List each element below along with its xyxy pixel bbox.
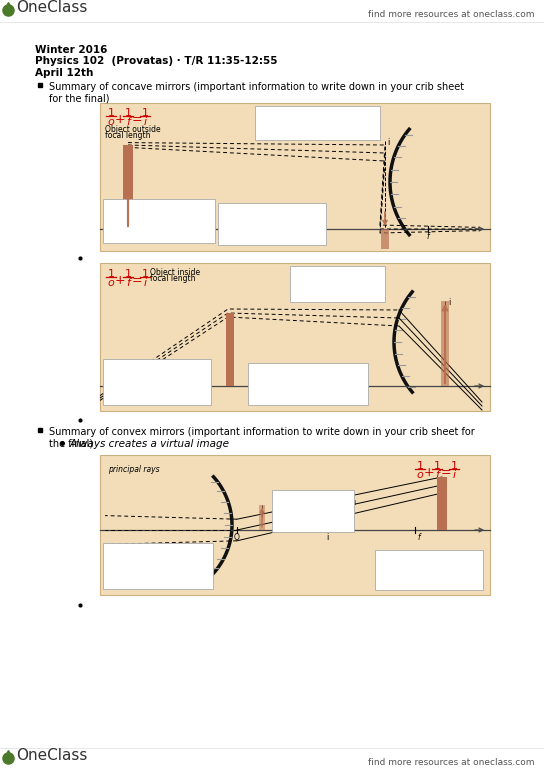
Text: find more resources at oneclass.com: find more resources at oneclass.com bbox=[368, 758, 534, 767]
Text: 1: 1 bbox=[125, 108, 132, 118]
Text: f is positive for a
converging mirror,
being in the direction
of light travel: f is positive for a converging mirror, b… bbox=[221, 206, 296, 233]
Text: i: i bbox=[453, 470, 455, 480]
Bar bbox=[100, 103, 490, 251]
Text: o: o bbox=[108, 278, 114, 288]
Text: i: i bbox=[326, 533, 329, 542]
Text: f  is negative for
   a diverging
   mirror.: f is negative for a diverging mirror. bbox=[378, 553, 435, 573]
Text: find more resources at oneclass.com: find more resources at oneclass.com bbox=[368, 10, 534, 19]
Text: =: = bbox=[132, 274, 143, 287]
Bar bbox=[218, 203, 326, 245]
Text: focal length: focal length bbox=[105, 131, 151, 140]
Text: O is normally negative
because it is measured
left from the surface,
against the: O is normally negative because it is mea… bbox=[106, 546, 199, 573]
Bar bbox=[272, 490, 354, 532]
Text: O: O bbox=[252, 389, 258, 398]
Text: OneClass: OneClass bbox=[16, 0, 88, 15]
Text: Object outside: Object outside bbox=[105, 125, 160, 134]
Text: Winter 2016: Winter 2016 bbox=[35, 45, 107, 55]
Text: f: f bbox=[162, 389, 165, 398]
Bar bbox=[103, 199, 215, 243]
Text: i  is negative
    for a virtual
    image.: i is negative for a virtual image. bbox=[294, 269, 349, 299]
Text: +: + bbox=[115, 274, 125, 287]
Text: f: f bbox=[417, 533, 419, 542]
Bar bbox=[437, 477, 447, 530]
Text: Summary of concave mirrors (important information to write down in your crib she: Summary of concave mirrors (important in… bbox=[49, 82, 464, 104]
Text: 1: 1 bbox=[141, 108, 149, 118]
Text: 1: 1 bbox=[141, 269, 149, 279]
Text: O: O bbox=[234, 533, 240, 542]
Text: Object inside: Object inside bbox=[150, 268, 200, 277]
Text: f: f bbox=[126, 278, 130, 288]
Text: o: o bbox=[108, 117, 114, 127]
Bar bbox=[255, 106, 380, 140]
Bar bbox=[100, 263, 490, 411]
Text: o: o bbox=[417, 470, 423, 480]
Text: f: f bbox=[126, 117, 130, 127]
Text: =: = bbox=[441, 466, 452, 479]
Text: Summary of convex mirrors (important information to write down in your crib shee: Summary of convex mirrors (important inf… bbox=[49, 427, 475, 449]
Bar bbox=[259, 505, 265, 530]
Text: i: i bbox=[144, 278, 146, 288]
Bar bbox=[248, 363, 368, 405]
Bar bbox=[290, 266, 385, 302]
Text: O is normally negative
because i is measured
left from the surface,
against the : O is normally negative because i is meas… bbox=[106, 202, 194, 229]
Text: f: f bbox=[435, 470, 439, 480]
Bar bbox=[103, 543, 213, 589]
Text: focal length: focal length bbox=[150, 274, 195, 283]
Text: 1: 1 bbox=[434, 461, 441, 471]
Text: f  is positive for a
   converging mirror,
   being in the direction
   of light: f is positive for a converging mirror, b… bbox=[106, 362, 188, 389]
Text: i: i bbox=[387, 138, 390, 147]
Text: Always creates a virtual image: Always creates a virtual image bbox=[70, 439, 230, 449]
Bar bbox=[103, 359, 211, 405]
Text: principal rays: principal rays bbox=[108, 465, 159, 474]
Text: i is negative
because it is measured
behind the surface
(virtual image).: i is negative because it is measured beh… bbox=[275, 493, 356, 521]
Bar bbox=[123, 145, 133, 229]
Text: 1: 1 bbox=[125, 269, 132, 279]
Text: April 12th: April 12th bbox=[35, 68, 94, 78]
Text: i: i bbox=[144, 117, 146, 127]
Text: 1: 1 bbox=[450, 461, 458, 471]
Bar bbox=[381, 229, 389, 249]
Text: O is normally negative
because i is measured
left from the surface,
against the : O is normally negative because i is meas… bbox=[251, 366, 342, 393]
Text: i: i bbox=[448, 298, 450, 307]
Text: Physics 102  (Provatas) · T/R 11:35-12:55: Physics 102 (Provatas) · T/R 11:35-12:55 bbox=[35, 56, 277, 66]
Text: =: = bbox=[132, 113, 143, 126]
Text: 1: 1 bbox=[108, 269, 114, 279]
Text: +: + bbox=[115, 113, 125, 126]
Text: f: f bbox=[426, 232, 429, 241]
Text: j  is positive for a real image;
   it is in the direction of
   light travel fr: j is positive for a real image; it is in… bbox=[258, 109, 363, 129]
Bar bbox=[100, 455, 490, 595]
Bar bbox=[441, 301, 449, 386]
Text: O: O bbox=[207, 232, 213, 241]
Text: 1: 1 bbox=[108, 108, 114, 118]
Text: +: + bbox=[424, 466, 434, 479]
Text: OneClass: OneClass bbox=[16, 748, 88, 762]
Bar bbox=[375, 550, 483, 590]
Bar bbox=[226, 313, 234, 386]
Text: 1: 1 bbox=[417, 461, 423, 471]
